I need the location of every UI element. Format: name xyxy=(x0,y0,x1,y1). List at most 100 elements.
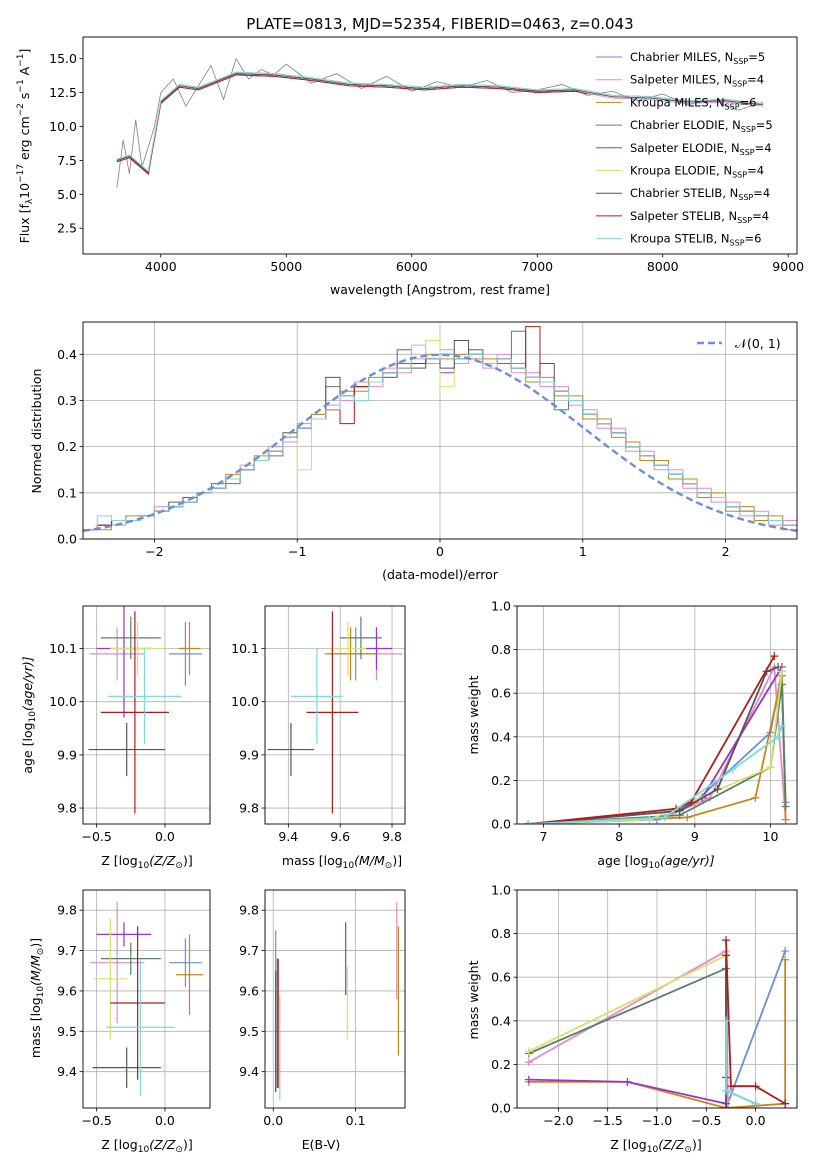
axes-frame xyxy=(82,605,211,825)
y-tick-label: 0.2 xyxy=(491,1057,511,1072)
z-age-ylabel: age [log10(age/yr)] xyxy=(20,656,38,773)
y-tick-label: 9.6 xyxy=(57,983,77,998)
z-mass-panel: Z [log10(Z/Z⊙)] mass [log10(M/M⊙)] −0.5 0… xyxy=(28,889,211,1155)
z-weight-ylabel: mass weight xyxy=(466,960,481,1039)
weight-marker xyxy=(722,936,731,945)
y-tick-label: 10.0 xyxy=(231,694,259,709)
spectrum-ylabel: Flux [fλ10−17 erg cm−2 s−1 A−1] xyxy=(16,49,35,244)
weight-marker xyxy=(774,663,783,672)
legend-label: Salpeter MILES, NSSP=4 xyxy=(630,73,764,89)
x-tick-label: −0.5 xyxy=(691,1113,721,1128)
residual-hists xyxy=(83,326,797,539)
weight-marker xyxy=(751,793,760,802)
x-tick-label: 7000 xyxy=(521,259,553,274)
z-weight-xlabel: Z [log10(Z/Z⊙)] xyxy=(610,1137,701,1155)
x-tick-label: 9.8 xyxy=(382,829,402,844)
grid xyxy=(517,605,797,825)
x-tick-label: 0.0 xyxy=(263,1113,283,1128)
spectrum-lines xyxy=(116,57,764,188)
y-tick-label: 9.7 xyxy=(239,943,259,958)
weight-marker xyxy=(524,820,533,824)
spectrum-title: PLATE=0813, MJD=52354, FIBERID=0463, z=0… xyxy=(246,15,633,33)
y-tick-label: 1.0 xyxy=(491,599,511,614)
model-spectrum-line xyxy=(116,73,764,174)
legend-label: Kroupa ELODIE, NSSP=4 xyxy=(630,164,764,180)
mass-age-panel: mass [log10(M/M⊙)] 9.4 9.6 9.8 9.8 9.9 10.0 10… xyxy=(231,605,406,871)
x-tick-label: 2 xyxy=(722,544,730,559)
weight-marker xyxy=(726,1082,735,1091)
weight-line xyxy=(528,675,787,824)
y-tick-label: 9.5 xyxy=(57,1024,77,1039)
y-tick-label: 9.6 xyxy=(239,983,259,998)
legend-label: Chabrier MILES, NSSP=5 xyxy=(630,50,765,66)
axes-frame xyxy=(516,889,798,1109)
x-tick-label: −2.0 xyxy=(543,1113,573,1128)
weight-marker xyxy=(766,763,775,772)
y-tick-label: 0.8 xyxy=(491,926,511,941)
y-tick-label: 0.6 xyxy=(491,686,511,701)
x-tick-label: 0.0 xyxy=(155,829,175,844)
legend-label: 𝒩(0, 1) xyxy=(735,336,781,351)
y-tick-label: 9.8 xyxy=(57,903,77,918)
y-tick-label: 0.4 xyxy=(491,1013,511,1028)
y-tick-label: 9.8 xyxy=(239,801,259,816)
y-tick-label: 9.9 xyxy=(57,747,77,762)
weight-marker xyxy=(524,1058,533,1067)
x-tick-label: 0 xyxy=(436,544,444,559)
x-tick-label: 9.6 xyxy=(330,829,350,844)
weight-marker xyxy=(781,955,790,964)
spectrum-panel: PLATE=0813, MJD=52354, FIBERID=0463, z=0… xyxy=(16,15,804,297)
axes-frame xyxy=(82,889,211,1109)
grid xyxy=(83,606,210,824)
axes-frame xyxy=(264,605,406,825)
weight-line xyxy=(528,666,779,824)
x-tick-label: 8000 xyxy=(647,259,679,274)
weight-line xyxy=(528,655,776,824)
weight-line xyxy=(528,725,783,824)
normal-curve xyxy=(83,353,797,533)
y-tick-label: 10.1 xyxy=(231,641,259,656)
weight-marker xyxy=(722,1086,731,1095)
grid xyxy=(265,890,405,1108)
weight-lines xyxy=(524,652,790,824)
x-tick-label: −1 xyxy=(288,544,306,559)
y-tick-label: 5.0 xyxy=(57,187,77,202)
weight-marker xyxy=(777,721,786,730)
legend-label: Chabrier STELIB, NSSP=4 xyxy=(630,186,770,202)
x-tick-label: 0.0 xyxy=(155,1113,175,1128)
y-tick-label: 2.5 xyxy=(57,221,77,236)
x-tick-label: 9000 xyxy=(772,259,804,274)
residuals-panel: (data-model)/error Normed distribution −… xyxy=(29,321,798,582)
x-tick-label: −1.0 xyxy=(642,1113,672,1128)
y-tick-label: 9.4 xyxy=(57,1064,77,1079)
age-weight-ylabel: mass weight xyxy=(466,675,481,754)
z-mass-xlabel: Z [log10(Z/Z⊙)] xyxy=(101,1137,192,1155)
x-tick-label: 5000 xyxy=(270,259,302,274)
z-age-panel: Z [log10(Z/Z⊙)] age [log10(age/yr)] −0.5… xyxy=(20,605,211,871)
y-tick-label: 9.4 xyxy=(239,1064,259,1079)
weight-marker xyxy=(524,1075,533,1084)
y-tick-label: 0.0 xyxy=(491,1101,511,1116)
y-tick-label: 0.1 xyxy=(57,485,77,500)
weight-marker xyxy=(723,1104,732,1108)
weight-marker xyxy=(623,1077,632,1086)
weight-marker xyxy=(713,785,722,794)
weight-lines xyxy=(524,936,790,1108)
y-tick-label: 0.0 xyxy=(57,532,77,547)
axes-frame xyxy=(264,889,406,1109)
weight-line xyxy=(528,967,757,1108)
y-tick-label: 9.5 xyxy=(239,1024,259,1039)
weight-marker xyxy=(777,667,786,676)
y-tick-label: 0.3 xyxy=(57,393,77,408)
x-tick-label: 7 xyxy=(540,829,548,844)
y-tick-label: 10.0 xyxy=(49,694,77,709)
z-age-xlabel: Z [log10(Z/Z⊙)] xyxy=(101,853,192,871)
spectrum-legend: Chabrier MILES, NSSP=5 Salpeter MILES, NS… xyxy=(596,50,773,248)
y-tick-label: 9.9 xyxy=(239,747,259,762)
ebv-mass-xlabel: E(B-V) xyxy=(302,1137,341,1152)
grid xyxy=(265,606,405,824)
y-tick-label: 0.6 xyxy=(491,970,511,985)
y-tick-label: 0.2 xyxy=(491,773,511,788)
grid xyxy=(83,890,210,1108)
